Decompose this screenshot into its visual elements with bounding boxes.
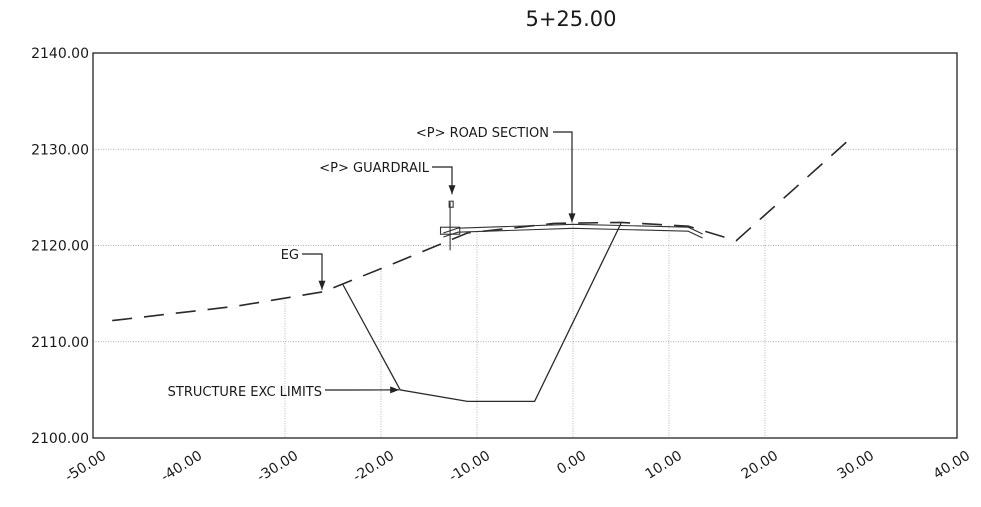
callout-label: <P> ROAD SECTION [416, 126, 549, 141]
callout-arrowhead [568, 213, 576, 223]
series-layer [112, 137, 852, 403]
grid-lines [93, 148, 957, 438]
road-section-line [443, 223, 703, 235]
callout: STRUCTURE EXC LIMITS [168, 385, 400, 400]
guardrail-block [439, 226, 461, 235]
y-tick-label: 2140.00 [31, 46, 89, 62]
x-tick-label: -20.00 [350, 448, 397, 485]
structure-exc-limits-line [342, 223, 622, 403]
y-tick-label: 2100.00 [31, 431, 89, 447]
x-tick-label: 10.00 [643, 448, 685, 483]
y-tick-label: 2120.00 [31, 239, 89, 255]
callout-arrowhead [448, 185, 456, 195]
callouts: <P> ROAD SECTION <P> GUARDRAIL EG STRUCTURE… [168, 126, 576, 400]
callout-label: <P> GUARDRAIL [319, 161, 430, 176]
x-tick-label: -50.00 [62, 448, 109, 485]
callout: <P> ROAD SECTION [416, 126, 576, 223]
callout-arrowhead [390, 386, 400, 394]
callout-label: STRUCTURE EXC LIMITS [168, 385, 322, 400]
guardrail-rail [448, 200, 454, 208]
callout-leader [302, 253, 323, 290]
plot-frame [92, 52, 958, 439]
callout: EG [281, 248, 326, 290]
x-tick-labels: -50.00 -40.00 -30.00 -20.00 -10.00 0.00 10.00 2… [62, 448, 973, 485]
chart-title: 5+25.00 [525, 7, 616, 31]
x-tick-label: -40.00 [158, 448, 205, 485]
x-tick-label: 0.00 [554, 448, 589, 478]
y-tick-label: 2130.00 [31, 142, 89, 158]
y-tick-label: 2110.00 [31, 335, 89, 351]
y-tick-labels: 2100.00 2110.00 2120.00 2130.00 2140.00 [31, 46, 89, 447]
callout-label: EG [281, 248, 299, 263]
callout: <P> GUARDRAIL [319, 161, 456, 195]
x-tick-label: -10.00 [446, 448, 493, 485]
callout-leader [553, 131, 573, 223]
x-tick-label: -30.00 [254, 448, 301, 485]
callout-leader [432, 166, 453, 195]
x-tick-label: 30.00 [835, 448, 877, 483]
x-tick-label: 40.00 [931, 448, 973, 483]
eg-ground-line [112, 137, 852, 322]
x-tick-label: 20.00 [739, 448, 781, 483]
callout-arrowhead [318, 280, 326, 290]
